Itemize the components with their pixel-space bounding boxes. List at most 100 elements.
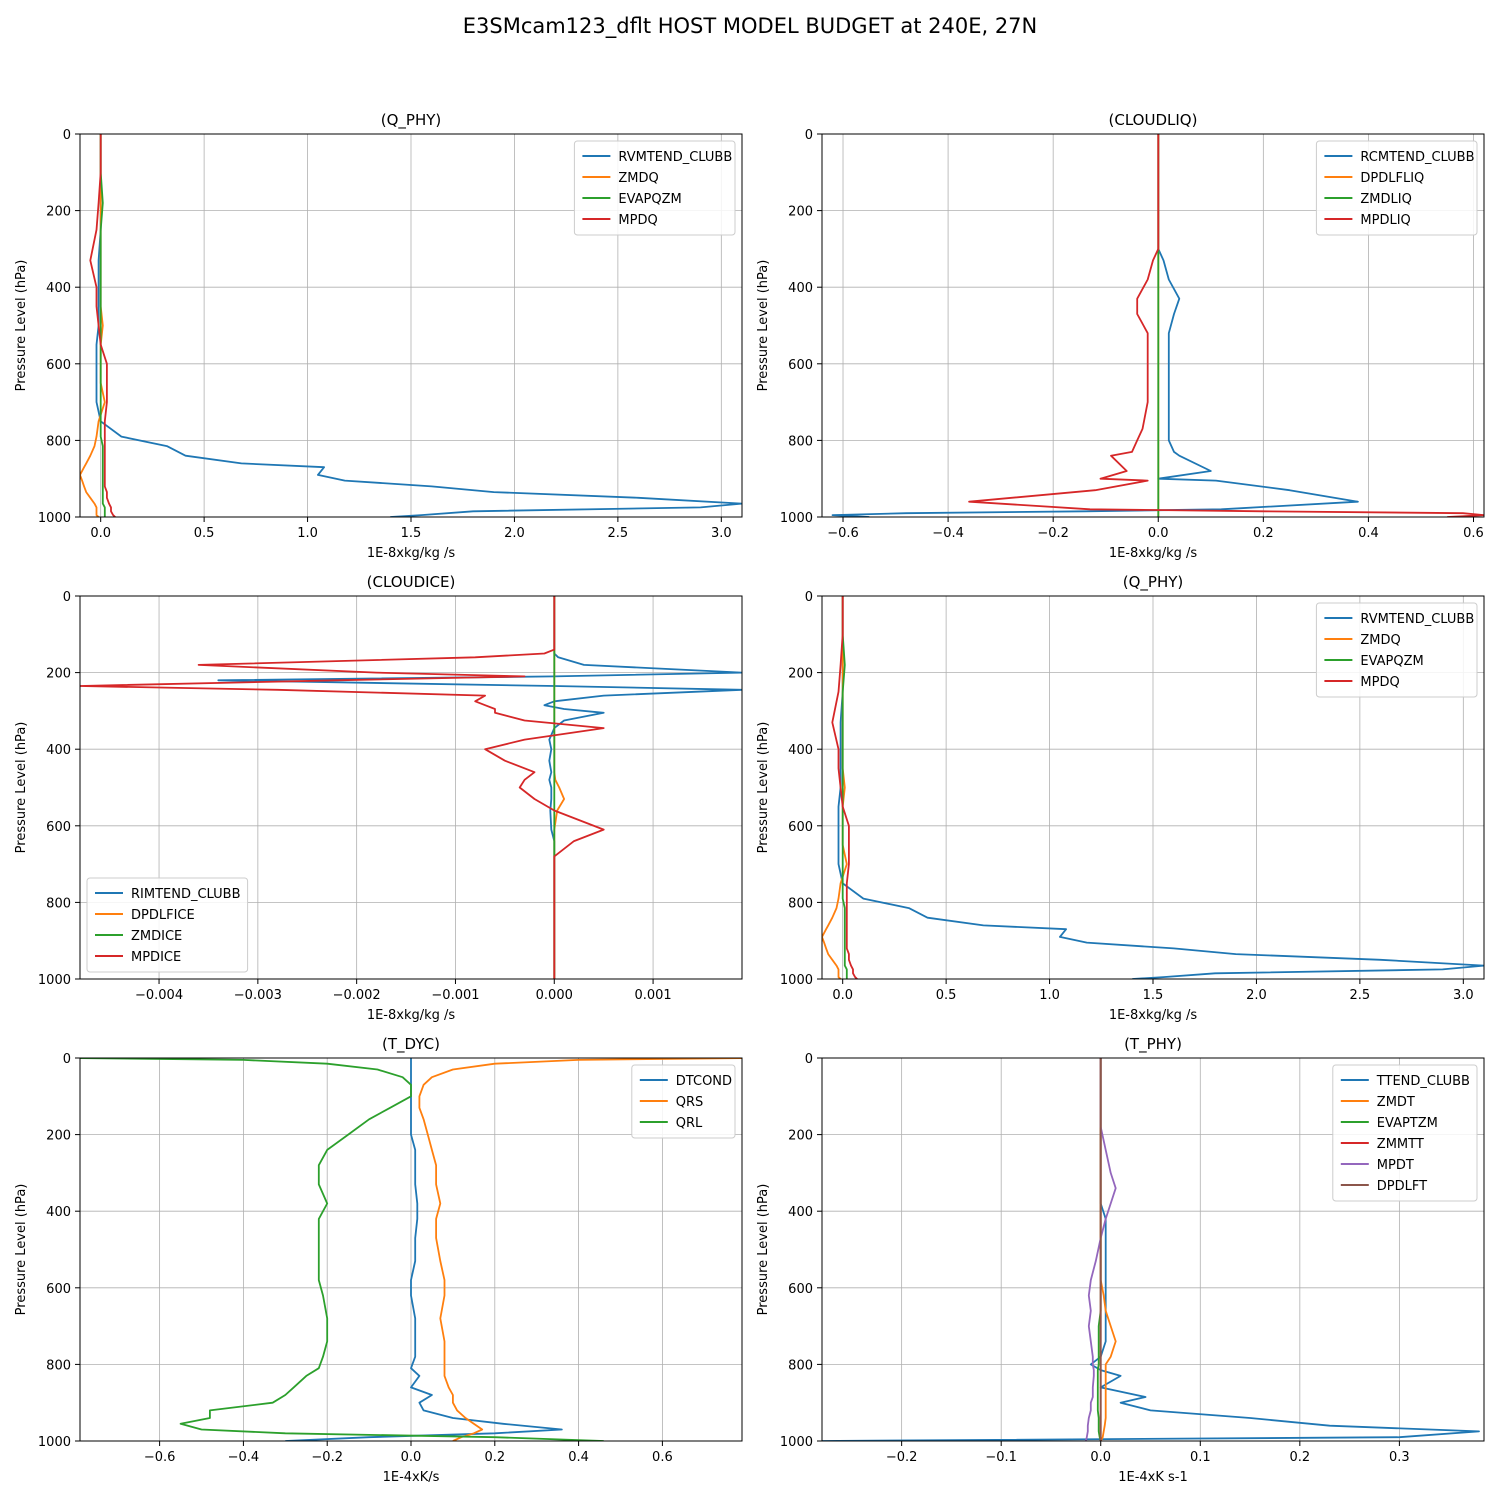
y-tick-label: 400 — [788, 1205, 813, 1220]
x-tick-label: 2.0 — [504, 526, 525, 541]
x-tick-label: 0.4 — [568, 1450, 589, 1465]
y-tick-label: 0 — [63, 1052, 71, 1067]
x-tick-label: 0.0 — [90, 526, 111, 541]
legend-entry: MPDT — [1377, 1158, 1414, 1173]
x-tick-label: 0.6 — [652, 1450, 673, 1465]
y-tick-label: 1000 — [780, 973, 813, 988]
legend-entry: DPDLFLIQ — [1360, 171, 1424, 186]
x-tick-label: −0.6 — [827, 526, 859, 541]
series-line-evapqzm — [99, 134, 106, 517]
chart-panel-4: 0.0 0.5 1.0 1.5 2.0 2.5 3.0 0 200 400 600 800 1000 (Q… — [756, 573, 1485, 1023]
x-tick-label: −0.4 — [228, 1450, 260, 1465]
legend-entry: TTEND_CLUBB — [1376, 1074, 1470, 1089]
y-tick-label: 0 — [63, 590, 71, 605]
x-tick-label: 0.1 — [1190, 1450, 1211, 1465]
x-axis-label: 1E-8xkg/kg /s — [1109, 546, 1198, 561]
plot-frame — [79, 595, 743, 980]
legend-entry: EVAPQZM — [618, 192, 681, 207]
chart-title: (T_DYC) — [382, 1035, 440, 1054]
x-tick-label: 0.0 — [1148, 526, 1169, 541]
y-axis-label: Pressure Level (hPa) — [756, 260, 771, 392]
y-tick-label: 800 — [46, 896, 71, 911]
x-tick-label: 0.001 — [634, 988, 671, 1003]
legend-entry: RIMTEND_CLUBB — [131, 887, 241, 902]
x-axis-label: 1E-8xkg/kg /s — [367, 1008, 456, 1023]
y-tick-label: 600 — [46, 358, 71, 373]
y-tick-label: 200 — [788, 1129, 813, 1144]
x-tick-label: −0.2 — [311, 1450, 343, 1465]
legend: RCMTEND_CLUBB DPDLFLIQ ZMDLIQ MPDLIQ — [1315, 140, 1478, 236]
series-line-rvmtend_clubb — [95, 134, 742, 517]
y-tick-label: 0 — [805, 1052, 813, 1067]
series-line-rcmtend_clubb — [831, 134, 1359, 517]
y-tick-label: 600 — [788, 358, 813, 373]
y-tick-label: 200 — [788, 667, 813, 682]
x-tick-label: 0.0 — [832, 988, 853, 1003]
series-line-evapqzm — [841, 596, 848, 979]
series-line-mpdt — [1084, 1058, 1117, 1441]
legend-entry: MPDQ — [618, 213, 657, 228]
y-tick-label: 800 — [788, 1358, 813, 1373]
x-tick-label: 0.5 — [194, 526, 215, 541]
x-tick-label: 2.0 — [1246, 988, 1267, 1003]
x-tick-label: 0.0 — [401, 1450, 422, 1465]
x-tick-label: 2.5 — [608, 526, 629, 541]
legend-entry: QRS — [676, 1095, 704, 1110]
legend-entry: RVMTEND_CLUBB — [1360, 612, 1474, 627]
chart-panel-6: −0.2 −0.1 0.0 0.1 0.2 0.3 0 200 400 600 800 1000 (T_… — [756, 1035, 1485, 1485]
y-tick-label: 0 — [805, 128, 813, 143]
y-tick-label: 200 — [788, 205, 813, 220]
series-line-dtcond — [285, 1058, 563, 1441]
y-tick-label: 800 — [788, 434, 813, 449]
x-tick-label: −0.2 — [886, 1450, 918, 1465]
series-line-qrl — [80, 1058, 604, 1441]
legend-entry: EVAPTZM — [1377, 1116, 1438, 1131]
series-line-rvmtend_clubb — [837, 596, 1484, 979]
chart-title: (Q_PHY) — [1123, 573, 1184, 592]
x-axis-label: 1E-4xK/s — [383, 1470, 440, 1485]
x-tick-label: 1.5 — [401, 526, 422, 541]
y-axis-label: Pressure Level (hPa) — [14, 722, 29, 854]
y-axis-label: Pressure Level (hPa) — [14, 260, 29, 392]
series-line-mpdliq — [968, 134, 1484, 517]
series-line-dpdlfice — [553, 596, 565, 979]
legend-entry: MPDICE — [131, 950, 181, 965]
series-line-mpdice — [80, 596, 605, 979]
x-tick-label: −0.004 — [135, 988, 183, 1003]
plot-frame — [821, 1057, 1485, 1442]
x-tick-label: 2.5 — [1350, 988, 1371, 1003]
chart-panel-3: −0.004 −0.003 −0.002 −0.001 0.000 0.001 0 200 40… — [14, 573, 743, 1023]
y-tick-label: 1000 — [38, 1435, 71, 1450]
y-tick-label: 600 — [46, 1282, 71, 1297]
y-axis-label: Pressure Level (hPa) — [756, 1184, 771, 1316]
x-tick-label: −0.4 — [932, 526, 964, 541]
y-tick-label: 600 — [788, 820, 813, 835]
legend-entry: ZMDT — [1377, 1095, 1415, 1110]
legend-entry: MPDQ — [1360, 675, 1399, 690]
legend-entry: EVAPQZM — [1360, 654, 1423, 669]
legend: RVMTEND_CLUBB ZMDQ EVAPQZM MPDQ — [1315, 602, 1478, 698]
legend: RVMTEND_CLUBB ZMDQ EVAPQZM MPDQ — [573, 140, 736, 236]
legend-entry: DPDLFT — [1377, 1179, 1427, 1194]
y-tick-label: 800 — [788, 896, 813, 911]
x-tick-label: −0.001 — [431, 988, 479, 1003]
legend-entry: ZMDLIQ — [1360, 192, 1411, 207]
y-tick-label: 200 — [46, 205, 71, 220]
x-axis-label: 1E-4xK s-1 — [1118, 1470, 1188, 1485]
y-tick-label: 200 — [46, 667, 71, 682]
legend-entry: MPDLIQ — [1360, 213, 1410, 228]
y-tick-label: 1000 — [780, 1435, 813, 1450]
y-tick-label: 800 — [46, 434, 71, 449]
y-tick-label: 400 — [788, 281, 813, 296]
x-tick-label: 0.3 — [1389, 1450, 1410, 1465]
chart-title: (Q_PHY) — [381, 111, 442, 130]
legend-entry: ZMDQ — [1360, 633, 1400, 648]
x-axis-label: 1E-8xkg/kg /s — [1109, 1008, 1198, 1023]
legend-entry: DTCOND — [676, 1074, 732, 1089]
y-axis-label: Pressure Level (hPa) — [14, 1184, 29, 1316]
plot-frame — [821, 133, 1485, 518]
chart-panel-2: −0.6 −0.4 −0.2 0.0 0.2 0.4 0.6 0 200 400 600 800 100… — [756, 111, 1485, 561]
figure-title: E3SMcam123_dflt HOST MODEL BUDGET at 240… — [462, 14, 1038, 38]
chart-panel-1: 0.0 0.5 1.0 1.5 2.0 2.5 3.0 0 200 400 600 800 1000 (Q… — [14, 111, 743, 561]
y-tick-label: 600 — [788, 1282, 813, 1297]
